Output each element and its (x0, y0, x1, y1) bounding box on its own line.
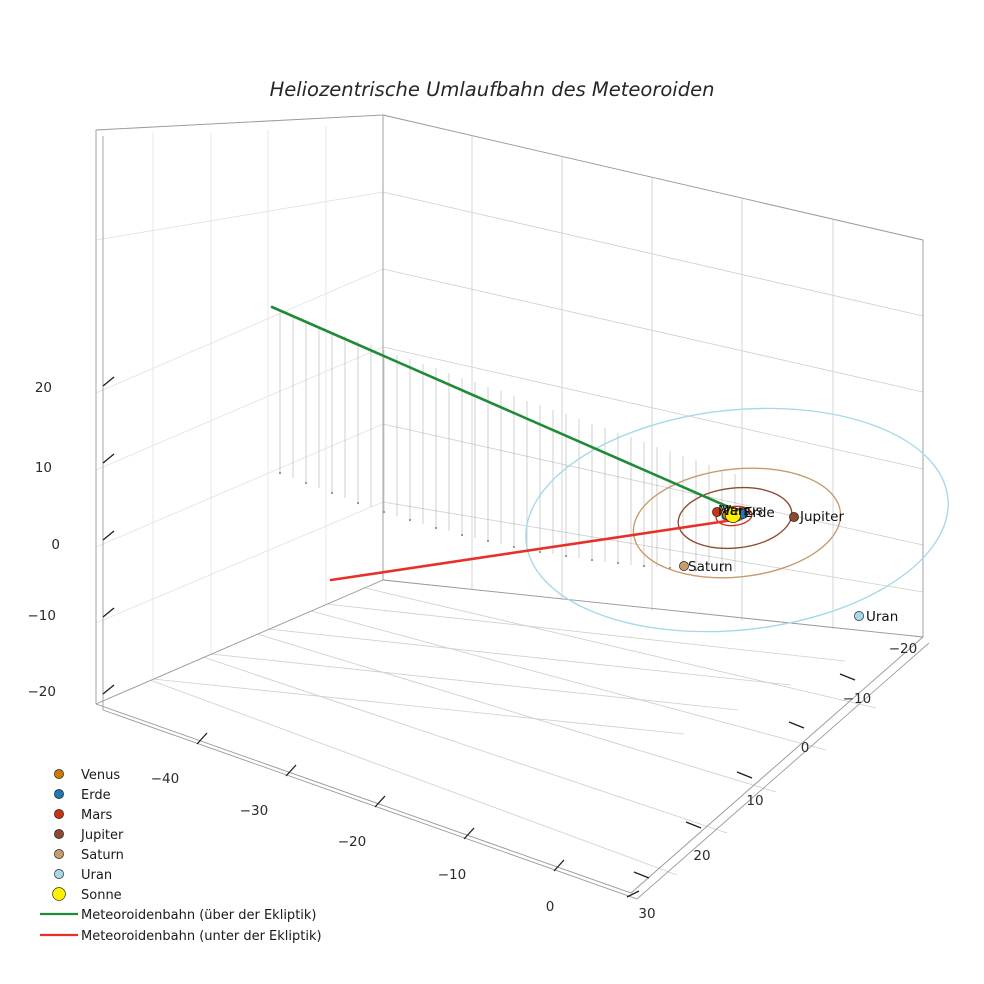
marker-saturn[interactable] (679, 561, 689, 571)
legend-label-saturn: Saturn (81, 848, 124, 863)
y-tick-label: 0 (801, 740, 810, 756)
z-tick-label: −20 (28, 684, 57, 700)
orbit-ring-uran (525, 407, 949, 633)
body-markers[interactable]: Saturn Jupiter Uran Mars Venus Erde (679, 503, 898, 625)
tick-labels-y: −20 −10 0 10 20 30 (638, 641, 917, 922)
x-tick-label: −40 (151, 771, 180, 787)
y-tick-label: 20 (693, 848, 710, 864)
tick-marks (102, 376, 856, 898)
y-tick-label: −10 (843, 691, 872, 707)
legend-label-venus: Venus (81, 768, 120, 783)
legend-marker-erde (54, 789, 64, 799)
tick-labels-x: −40 −30 −20 −10 0 (151, 771, 555, 915)
tick-labels-z: 20 10 0 −10 −20 (28, 380, 61, 700)
marker-sonne[interactable] (725, 507, 741, 523)
legend-label-uran: Uran (81, 868, 112, 883)
grid-back-left-wall (95, 126, 384, 679)
trajectory-below-ecliptic (329, 517, 742, 582)
marker-mars[interactable] (712, 507, 722, 517)
legend-marker-saturn (54, 849, 64, 859)
y-tick-label: 30 (638, 906, 655, 922)
x-tick-label: −20 (338, 834, 367, 850)
legend-label-jupiter: Jupiter (80, 828, 124, 843)
marker-uran[interactable] (854, 611, 864, 621)
y-tick-label: 10 (746, 793, 763, 809)
legend-label-above-ecliptic: Meteoroidenbahn (über der Ekliptik) (81, 908, 317, 923)
body-label-saturn: Saturn (688, 559, 733, 575)
legend-marker-uran (54, 869, 64, 879)
x-tick-label: −30 (240, 803, 269, 819)
z-tick-label: 20 (35, 380, 52, 396)
x-tick-label: −10 (438, 867, 467, 883)
z-tick-label: −10 (28, 608, 57, 624)
body-label-jupiter: Jupiter (799, 509, 844, 525)
z-tick-label: 0 (51, 537, 60, 553)
legend-marker-jupiter (54, 829, 64, 839)
meteoroid-stem-lines (278, 313, 736, 573)
grid-floor (149, 587, 877, 876)
legend-label-below-ecliptic: Meteoroidenbahn (unter der Ekliptik) (81, 929, 322, 944)
page-title: Heliozentrische Umlaufbahn des Meteoroid… (270, 78, 715, 101)
body-label-uran: Uran (866, 609, 898, 625)
trajectory-above-ecliptic (270, 305, 742, 514)
axis-spines (95, 114, 930, 900)
legend-marker-venus (54, 769, 64, 779)
grid-back-right-wall (382, 136, 924, 629)
z-tick-label: 10 (35, 460, 52, 476)
legend-marker-mars (54, 809, 64, 819)
legend[interactable]: Venus Erde Mars Jupiter Saturn Uran Sonn… (40, 768, 322, 944)
orbit-ring-jupiter (677, 486, 793, 550)
legend-label-sonne: Sonne (81, 888, 122, 903)
x-tick-label: 0 (546, 899, 555, 915)
body-label-mars: Mars (718, 503, 751, 519)
meteoroid-trajectories (270, 305, 742, 582)
legend-marker-sonne (52, 887, 66, 901)
orbit-ring-mars (715, 505, 753, 527)
legend-label-erde: Erde (81, 788, 111, 803)
legend-label-mars: Mars (81, 808, 113, 823)
body-label-venus: Venus (722, 503, 763, 519)
y-tick-label: −20 (889, 641, 918, 657)
marker-jupiter[interactable] (789, 512, 799, 522)
axes3d-panes (94, 114, 925, 894)
body-label-erde: Erde (744, 505, 775, 521)
